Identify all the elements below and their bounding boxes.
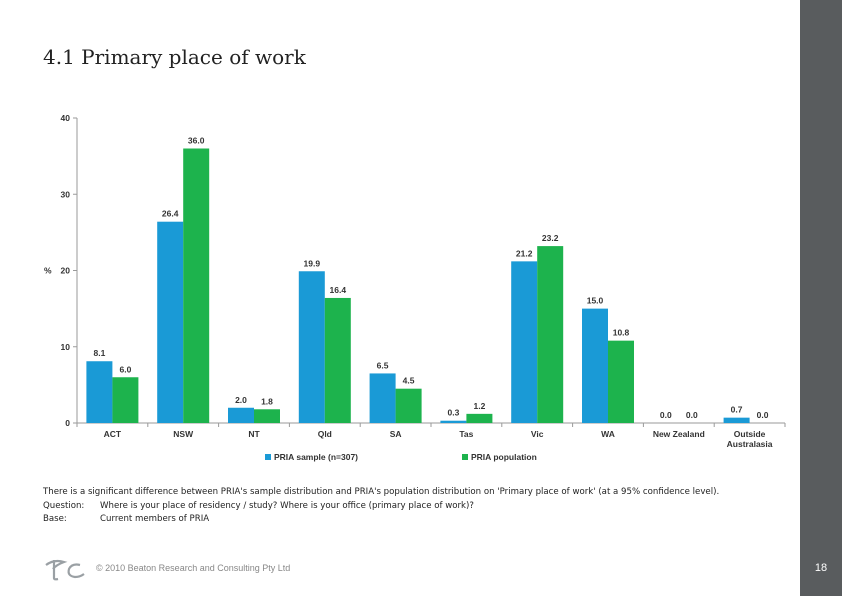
legend-swatch-population	[462, 454, 468, 460]
data-label-sample: 0.7	[731, 405, 743, 415]
data-label-population: 36.0	[188, 136, 205, 146]
bar-sample	[298, 271, 325, 423]
question-text: Where is your place of residency / study…	[100, 500, 474, 511]
data-label-population: 10.8	[613, 328, 630, 338]
base-note: Base: Current members of PRIA	[43, 513, 773, 527]
data-label-population: 0.0	[757, 410, 769, 420]
bar-population	[183, 148, 210, 423]
bar-sample	[440, 420, 467, 423]
question-key: Question:	[43, 500, 85, 511]
x-category-label: Outside	[734, 429, 766, 439]
base-text: Current members of PRIA	[100, 514, 210, 524]
x-category-label: Qld	[318, 429, 332, 439]
data-label-sample: 26.4	[162, 209, 179, 219]
data-label-population: 1.2	[473, 401, 485, 411]
data-label-sample: 21.2	[516, 248, 533, 258]
side-bar	[800, 0, 842, 596]
question-note: Question: Where is your place of residen…	[43, 500, 773, 514]
x-category-label: Australasia	[727, 439, 773, 449]
bar-population	[324, 297, 351, 423]
bar-population	[466, 413, 493, 423]
bar-population	[112, 377, 139, 423]
x-category-label: SA	[390, 429, 402, 439]
y-tick-label: 10	[61, 342, 71, 352]
bar-sample	[723, 417, 750, 423]
bar-population	[537, 246, 564, 423]
data-label-sample: 8.1	[93, 348, 105, 358]
significance-note: There is a significant difference betwee…	[43, 487, 720, 497]
x-category-label: Vic	[531, 429, 544, 439]
data-label-population: 4.5	[403, 376, 415, 386]
y-tick-label: 30	[61, 189, 71, 199]
data-label-sample: 0.3	[447, 408, 459, 418]
data-label-sample: 2.0	[235, 395, 247, 405]
bar-population	[254, 409, 280, 423]
chart-notes: There is a significant difference betwee…	[43, 486, 773, 527]
bar-population	[608, 340, 634, 423]
bar-sample	[157, 221, 184, 423]
data-label-population: 16.4	[330, 285, 347, 295]
y-tick-label: 40	[61, 113, 71, 123]
x-category-label: NT	[248, 429, 260, 439]
data-label-sample: 6.5	[377, 360, 389, 370]
x-category-label: New Zealand	[653, 429, 705, 439]
page-number: 18	[814, 562, 828, 574]
data-label-sample: 19.9	[304, 258, 321, 268]
x-category-label: NSW	[173, 429, 194, 439]
bar-sample	[86, 361, 113, 423]
bar-sample	[511, 261, 538, 423]
x-category-label: ACT	[104, 429, 122, 439]
legend-label-population: PRIA population	[471, 452, 537, 462]
bar-sample	[369, 373, 396, 423]
legend-label-sample: PRIA sample (n=307)	[274, 452, 358, 462]
bar-population	[395, 388, 422, 423]
page-title: 4.1 Primary place of work	[43, 45, 306, 69]
data-label-population: 1.8	[261, 396, 273, 406]
bar-sample	[582, 308, 608, 423]
y-tick-label: 20	[61, 266, 71, 276]
data-label-sample: 0.0	[660, 410, 672, 420]
x-category-label: WA	[601, 429, 615, 439]
data-label-population: 23.2	[542, 233, 559, 243]
y-tick-label: 0	[65, 418, 70, 428]
data-label-population: 6.0	[119, 364, 131, 374]
x-category-label: Tas	[459, 429, 473, 439]
data-label-population: 0.0	[686, 410, 698, 420]
base-key: Base:	[43, 514, 67, 524]
legend-swatch-sample	[265, 454, 271, 460]
copyright-text: © 2010 Beaton Research and Consulting Pt…	[96, 563, 291, 573]
bar-sample	[228, 407, 254, 423]
company-logo	[45, 559, 85, 581]
y-axis-label: %	[44, 266, 52, 276]
data-label-sample: 15.0	[587, 296, 604, 306]
